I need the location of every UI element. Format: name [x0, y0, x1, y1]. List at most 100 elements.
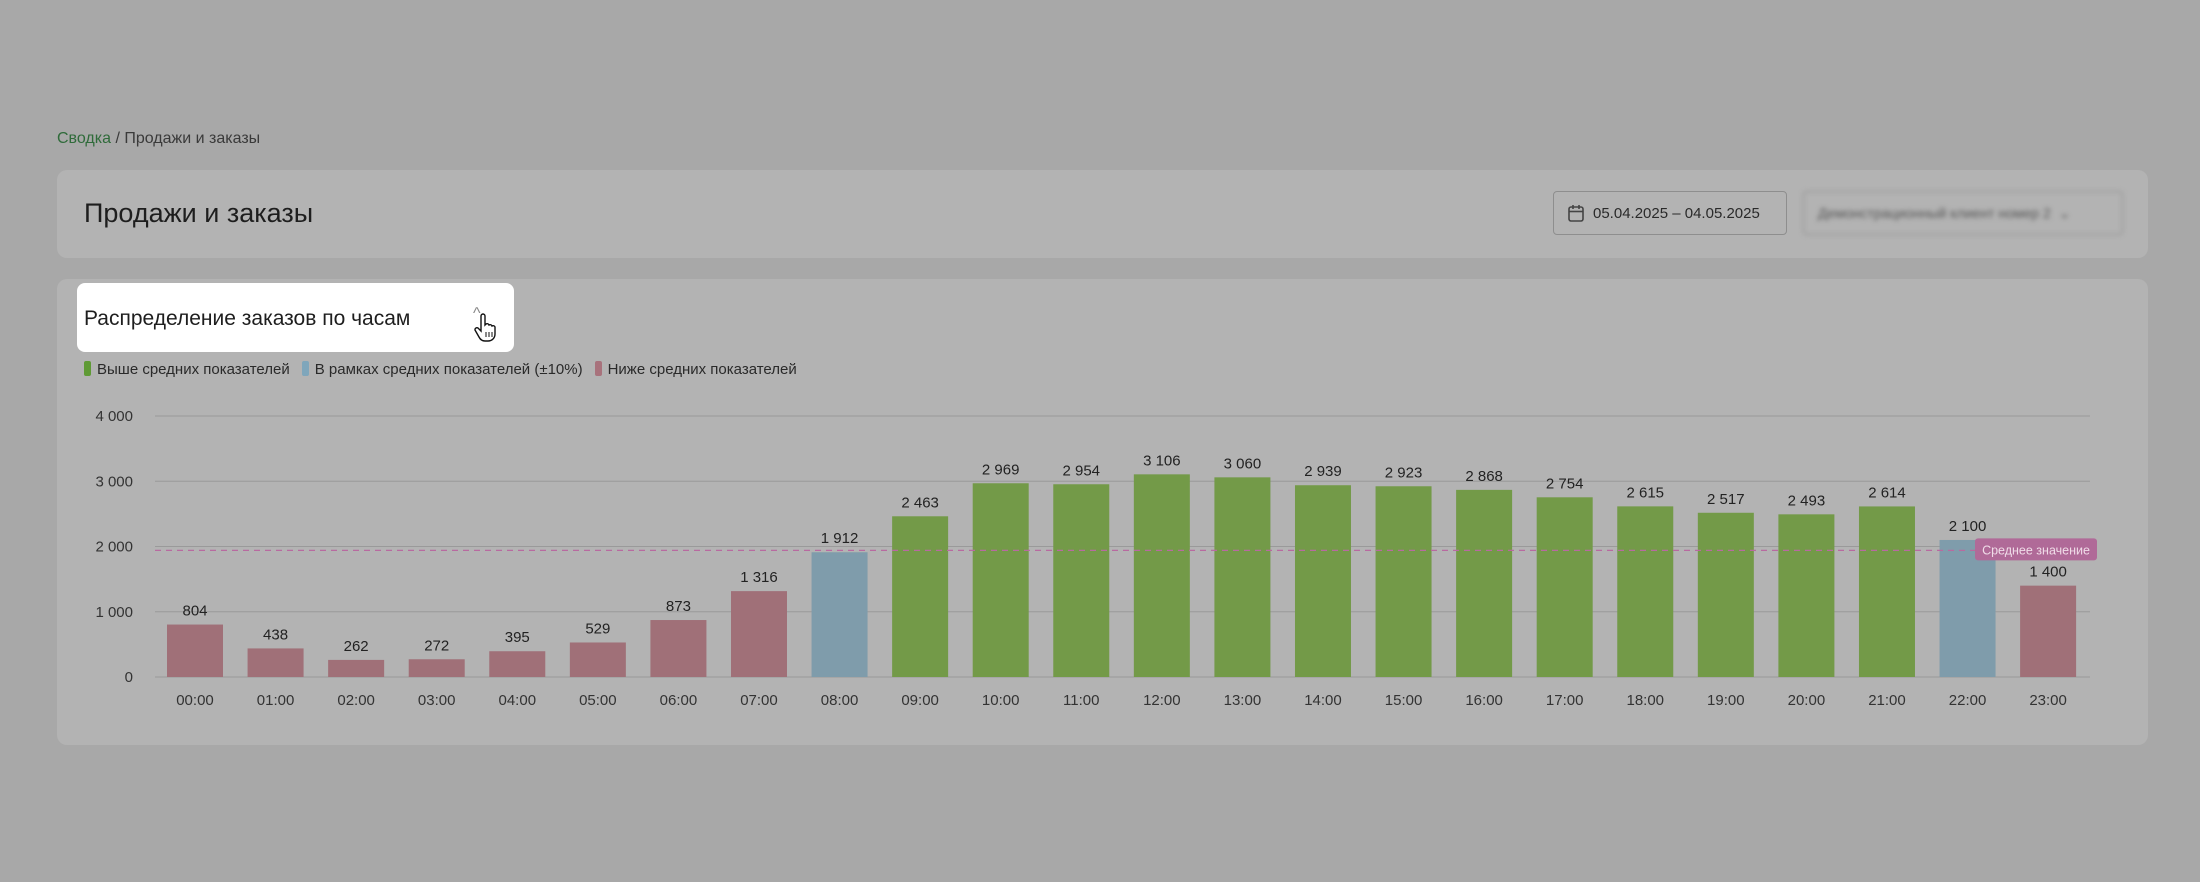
- legend-swatch: [84, 361, 91, 376]
- legend-swatch: [301, 361, 309, 376]
- legend-item-below[interactable]: Ниже средних показателей: [594, 361, 797, 378]
- bar[interactable]: [569, 642, 626, 677]
- data-label: 2 868: [1465, 468, 1503, 485]
- bar[interactable]: [1375, 486, 1432, 677]
- x-tick-label: 23:00: [2029, 692, 2067, 709]
- date-range-value: 05.04.2025 – 04.05.2025: [1593, 204, 1760, 222]
- x-tick-label: 14:00: [1304, 692, 1342, 709]
- legend-label: Ниже средних показателей: [607, 361, 797, 378]
- breadcrumb-current: Продажи и заказы: [124, 130, 261, 147]
- legend-swatch: [594, 361, 602, 376]
- y-tick-label: 1 000: [95, 604, 133, 621]
- data-label: 2 615: [1626, 484, 1664, 501]
- bar[interactable]: [730, 591, 787, 677]
- bar[interactable]: [811, 552, 868, 677]
- y-tick-label: 0: [125, 669, 133, 686]
- bar[interactable]: [1456, 489, 1513, 677]
- data-label: 1 316: [740, 569, 778, 586]
- x-tick-label: 05:00: [579, 692, 617, 709]
- data-label: 3 106: [1143, 452, 1181, 469]
- data-label: 2 517: [1707, 491, 1745, 508]
- legend-item-above[interactable]: Выше средних показателей: [84, 361, 290, 378]
- breadcrumb-link-summary[interactable]: Сводка: [57, 130, 112, 147]
- data-label: 262: [344, 638, 369, 655]
- bar[interactable]: [1617, 506, 1674, 677]
- data-label: 804: [182, 603, 207, 620]
- chart-title-highlight[interactable]: Распределение заказов по часам ^: [77, 283, 514, 352]
- legend-label: В рамках средних показателей (±10%): [314, 361, 583, 378]
- x-tick-label: 15:00: [1385, 692, 1423, 709]
- data-label: 272: [424, 637, 449, 654]
- data-label: 2 100: [1949, 518, 1987, 535]
- data-label: 2 493: [1788, 492, 1826, 509]
- x-tick-label: 19:00: [1707, 692, 1745, 709]
- bar[interactable]: [972, 483, 1029, 677]
- chart-title: Распределение заказов по часам: [84, 307, 411, 330]
- x-tick-label: 17:00: [1546, 692, 1584, 709]
- legend-label: Выше средних показателей: [97, 361, 290, 378]
- data-label: 2 969: [982, 461, 1020, 478]
- x-tick-label: 10:00: [982, 692, 1020, 709]
- data-label: 3 060: [1224, 455, 1262, 472]
- bar[interactable]: [1536, 497, 1593, 677]
- x-tick-label: 02:00: [337, 692, 375, 709]
- data-label: 2 463: [901, 494, 939, 511]
- data-label: 529: [585, 620, 610, 637]
- x-tick-label: 16:00: [1465, 692, 1503, 709]
- chart-legend: Выше средних показателей В рамках средни…: [84, 361, 797, 378]
- data-label: 2 614: [1868, 484, 1906, 501]
- x-tick-label: 13:00: [1224, 692, 1262, 709]
- average-label: Среднее значение: [1982, 543, 2090, 557]
- data-label: 2 939: [1304, 463, 1342, 480]
- bar[interactable]: [650, 620, 707, 677]
- client-select[interactable]: Демонстрационный клиент номер 2 ⌄: [1803, 191, 2123, 235]
- bar[interactable]: [1294, 485, 1351, 677]
- bar[interactable]: [1939, 539, 1996, 677]
- data-label: 2 923: [1385, 464, 1423, 481]
- y-tick-label: 2 000: [95, 539, 133, 556]
- calendar-icon: [1568, 205, 1584, 222]
- bar[interactable]: [408, 659, 465, 677]
- bar[interactable]: [1697, 512, 1754, 677]
- x-tick-label: 12:00: [1143, 692, 1181, 709]
- x-tick-label: 01:00: [257, 692, 295, 709]
- x-tick-label: 06:00: [660, 692, 698, 709]
- y-tick-label: 4 000: [95, 408, 133, 425]
- x-tick-label: 00:00: [176, 692, 214, 709]
- bar[interactable]: [1778, 514, 1835, 677]
- x-tick-label: 21:00: [1868, 692, 1906, 709]
- client-select-value: Демонстрационный клиент номер 2: [1818, 205, 2051, 221]
- page-title: Продажи и заказы: [84, 198, 314, 228]
- data-label: 2 754: [1546, 475, 1584, 492]
- legend-item-within[interactable]: В рамках средних показателей (±10%): [301, 361, 583, 378]
- bar[interactable]: [2020, 585, 2077, 677]
- hand-cursor-icon: [474, 313, 496, 342]
- bar[interactable]: [1053, 484, 1110, 677]
- breadcrumb-separator: /: [111, 130, 125, 147]
- bar[interactable]: [489, 651, 546, 677]
- y-tick-label: 3 000: [95, 473, 133, 490]
- date-range-picker[interactable]: 05.04.2025 – 04.05.2025: [1553, 191, 1787, 235]
- bar[interactable]: [892, 516, 949, 677]
- breadcrumb: Сводка / Продажи и заказы: [57, 130, 260, 148]
- data-label: 2 954: [1062, 462, 1100, 479]
- bar[interactable]: [1858, 506, 1915, 677]
- bar[interactable]: [167, 624, 223, 677]
- x-tick-label: 18:00: [1626, 692, 1664, 709]
- header-card: Продажи и заказы: [57, 170, 2148, 258]
- bar[interactable]: [247, 648, 304, 677]
- bar[interactable]: [328, 659, 385, 677]
- bar[interactable]: [1214, 477, 1271, 677]
- x-tick-label: 04:00: [499, 692, 537, 709]
- x-tick-label: 22:00: [1949, 692, 1987, 709]
- x-tick-label: 20:00: [1788, 692, 1826, 709]
- data-label: 395: [505, 629, 530, 646]
- x-tick-label: 07:00: [740, 692, 778, 709]
- bar[interactable]: [1133, 474, 1190, 677]
- x-tick-label: 11:00: [1063, 692, 1099, 709]
- data-label: 873: [666, 598, 691, 615]
- data-label: 438: [263, 626, 288, 643]
- chevron-down-icon: ⌄: [2058, 204, 2071, 221]
- chevron-up-icon[interactable]: ^: [473, 305, 481, 322]
